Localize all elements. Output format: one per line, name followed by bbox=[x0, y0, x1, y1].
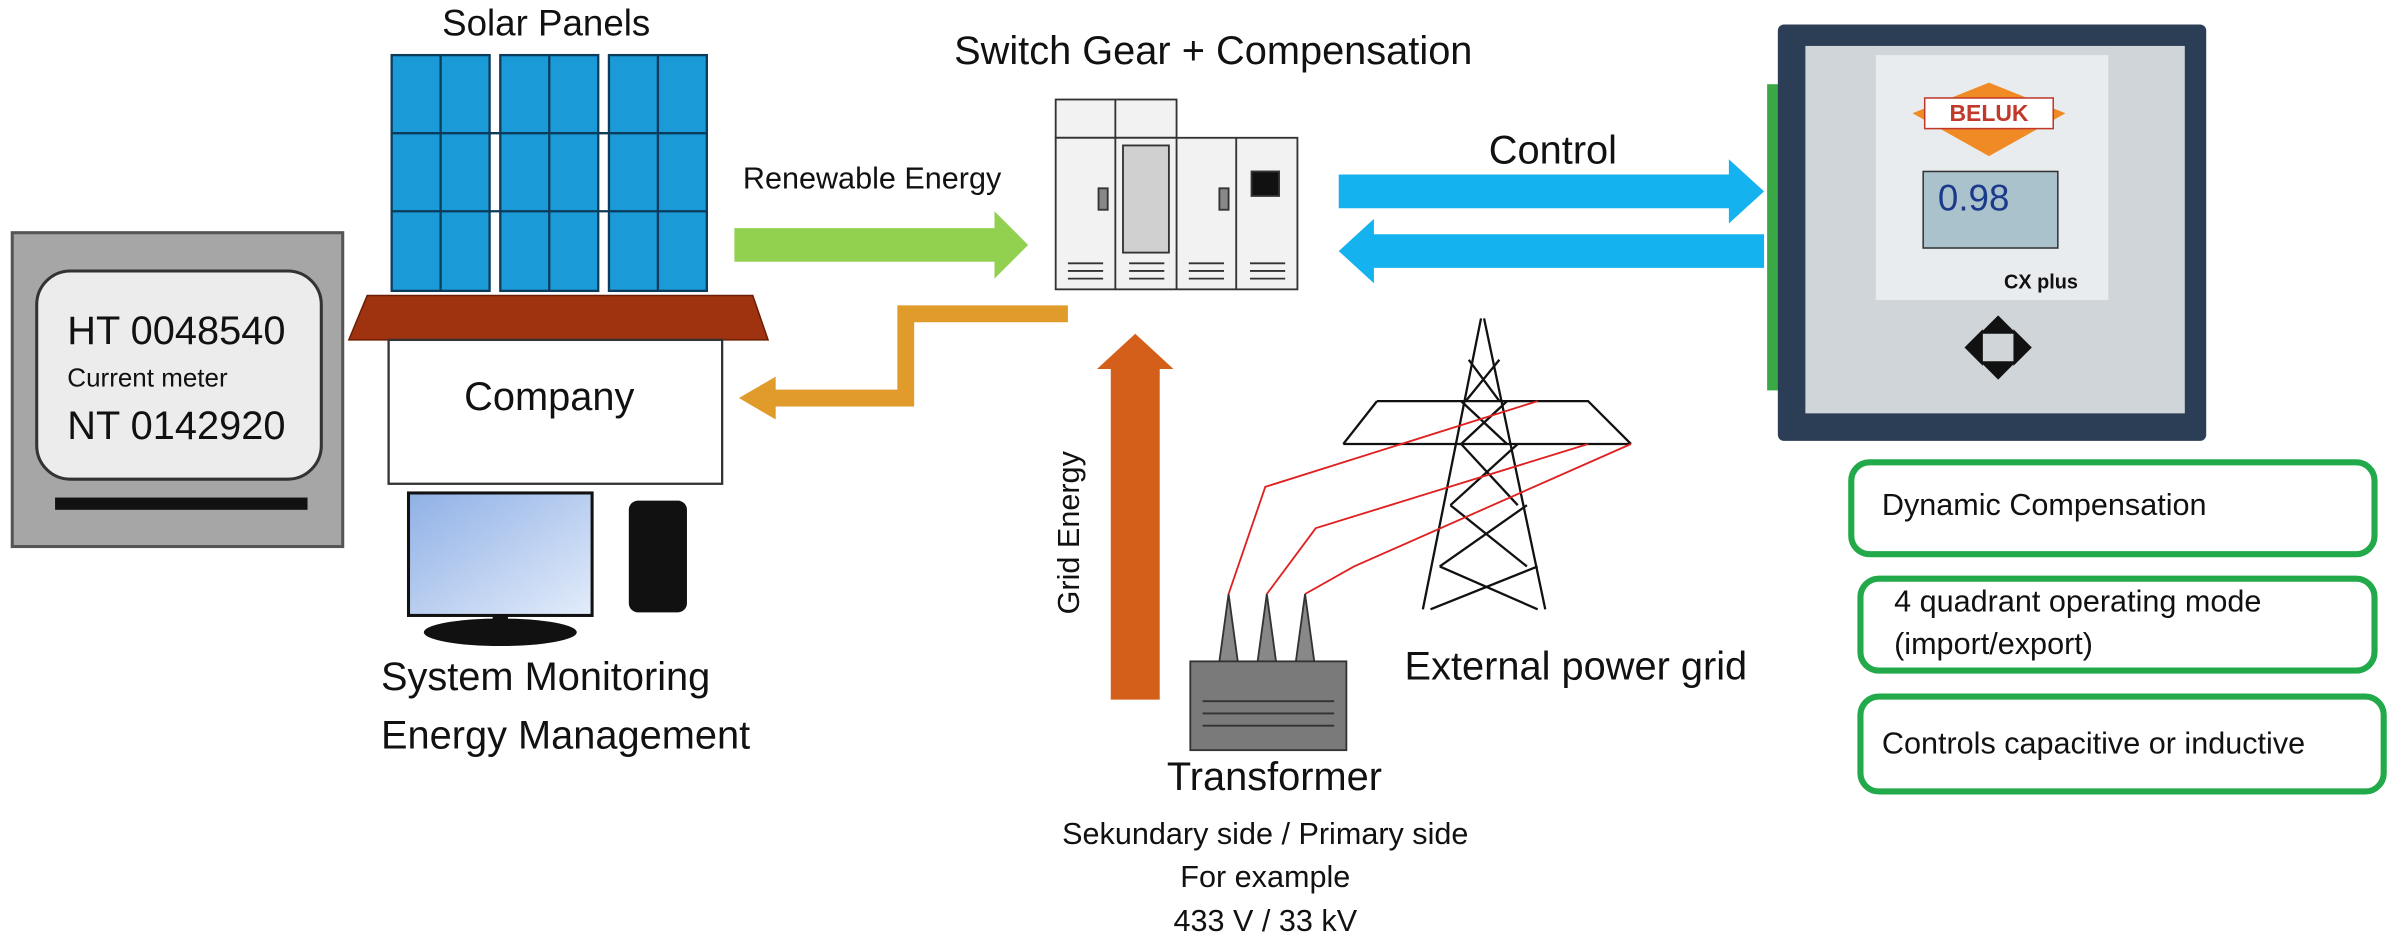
feature-text: (import/export) bbox=[1894, 627, 2093, 661]
control-arrow-left bbox=[1339, 219, 1764, 283]
monitoring-devices bbox=[409, 493, 687, 646]
renewable-arrow bbox=[734, 211, 1028, 278]
company-label: Company bbox=[464, 375, 634, 419]
control-label: Control bbox=[1489, 129, 1617, 173]
solar-panels bbox=[392, 55, 707, 291]
phone bbox=[629, 501, 687, 613]
monitor-base bbox=[424, 619, 577, 647]
grid-name: External power grid bbox=[1405, 645, 1748, 689]
body: HT 0048540 Current meter NT 0142920 Sola… bbox=[0, 0, 2399, 940]
grid-arrow bbox=[1097, 334, 1173, 700]
diagram: HT 0048540 Current meter NT 0142920 Sola… bbox=[0, 0, 2399, 940]
controller: BELUK 0.98 CX plus bbox=[1767, 24, 2206, 440]
feature-text: 4 quadrant operating mode bbox=[1894, 584, 2261, 618]
model: CX plus bbox=[2004, 271, 2078, 293]
monitoring-line: System Monitoring bbox=[381, 655, 710, 699]
monitoring-line: Energy Management bbox=[381, 713, 750, 757]
feature-text: Controls capacitive or inductive bbox=[1882, 727, 2305, 761]
roof bbox=[349, 295, 768, 339]
handle bbox=[1099, 188, 1108, 209]
switchgear bbox=[1056, 100, 1298, 290]
page: Power factor compensation diagram { "sol… bbox=[0, 0, 2399, 940]
bushing bbox=[1258, 594, 1276, 661]
brand: BELUK bbox=[1949, 100, 2028, 126]
power-lines bbox=[1229, 401, 1631, 594]
tower-lattice bbox=[1431, 360, 1538, 610]
company-arrow bbox=[773, 314, 1068, 398]
cabinet-window bbox=[1123, 145, 1169, 252]
feature-text: Dynamic Compensation bbox=[1882, 488, 2207, 522]
transformer-title: Transformer bbox=[1167, 755, 1382, 799]
grid-label: Grid Energy bbox=[1052, 450, 1086, 614]
lcd-value: 0.98 bbox=[1938, 177, 2009, 218]
bushing bbox=[1296, 594, 1314, 661]
handle bbox=[1219, 188, 1228, 209]
monitor bbox=[409, 493, 593, 615]
bushing bbox=[1219, 594, 1237, 661]
meter-slot bbox=[55, 498, 307, 510]
meter-nt: NT 0142920 bbox=[67, 404, 285, 448]
renewable-label: Renewable Energy bbox=[743, 162, 1002, 196]
company-arrow-head bbox=[739, 377, 776, 420]
transformer-line: Sekundary side / Primary side bbox=[1062, 817, 1468, 851]
switchgear-label: Switch Gear + Compensation bbox=[954, 29, 1472, 73]
solar-label: Solar Panels bbox=[442, 3, 650, 44]
transformer-line: For example bbox=[1180, 860, 1350, 894]
meter-caption: Current meter bbox=[67, 363, 228, 393]
transformer-body bbox=[1190, 661, 1346, 750]
indicator bbox=[1252, 171, 1280, 195]
current-meter: HT 0048540 Current meter NT 0142920 bbox=[12, 233, 342, 547]
meter-ht: HT 0048540 bbox=[67, 309, 285, 353]
transformer-line: 433 V / 33 kV bbox=[1173, 904, 1357, 938]
transformer bbox=[1190, 594, 1346, 750]
